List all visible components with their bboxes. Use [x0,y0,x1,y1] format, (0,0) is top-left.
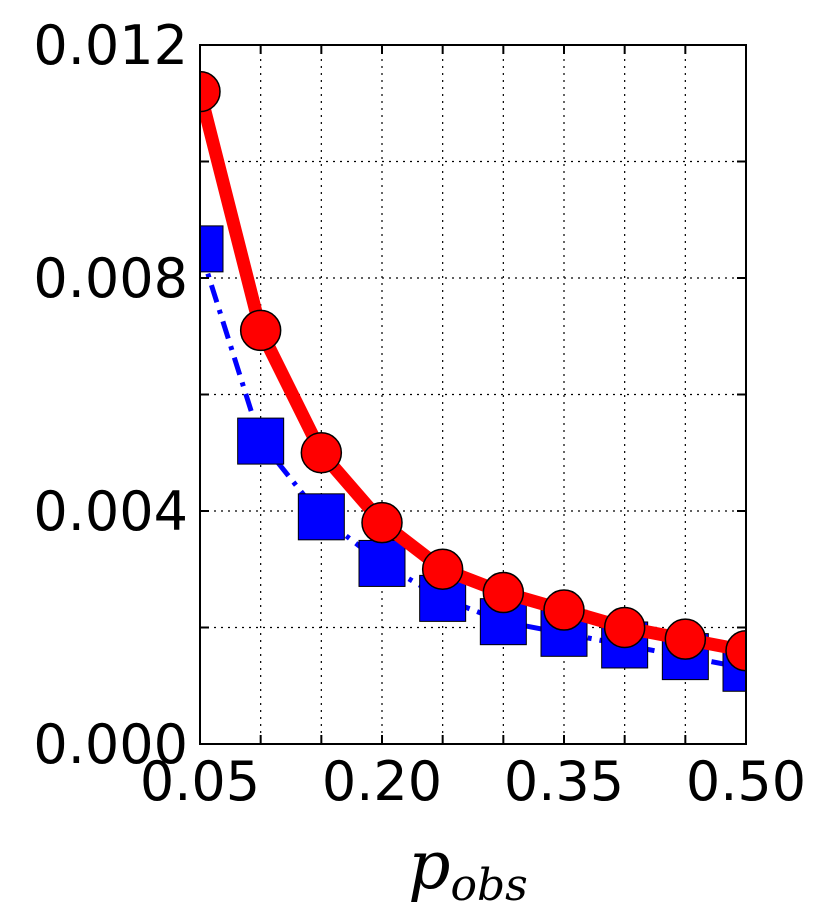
y-tick-label-1: 0.004 [33,480,188,543]
tick-labels: 0.05 0.20 0.35 0.50 0.000 0.004 0.008 0.012 [33,14,806,813]
series-1-point-6 [543,589,585,631]
series-1-point-0 [200,70,221,113]
series-1-point-2 [300,432,343,474]
series-0-point-3 [358,539,406,587]
x-tick-label-3: 0.50 [686,750,806,813]
y-tick-label-2: 0.008 [33,247,188,310]
x-axis-label: pobs [408,827,528,911]
x-axis-label-base: p [408,827,450,904]
series-0-point-0 [200,225,224,273]
series-1-point-8 [664,618,707,660]
series-1-point-5 [482,571,525,614]
series-1-point-9 [725,630,746,672]
x-tick-label-2: 0.35 [504,750,624,813]
y-tick-label-0: 0.000 [33,713,188,776]
x-tick-label-1: 0.20 [322,750,442,813]
series-1-line [200,89,746,658]
series-1-point-7 [603,606,646,649]
series-layer [200,70,746,692]
series-1-point-4 [421,548,464,590]
y-tick-label-3: 0.012 [33,14,188,77]
series-1-point-1 [239,309,282,352]
series-0-point-1 [237,417,285,465]
x-axis-label-subscript: obs [451,860,528,911]
series-1-point-3 [361,501,403,544]
tick-marks [199,44,747,745]
series-0-point-2 [297,493,345,541]
x-tick-label-0: 0.05 [140,750,260,813]
